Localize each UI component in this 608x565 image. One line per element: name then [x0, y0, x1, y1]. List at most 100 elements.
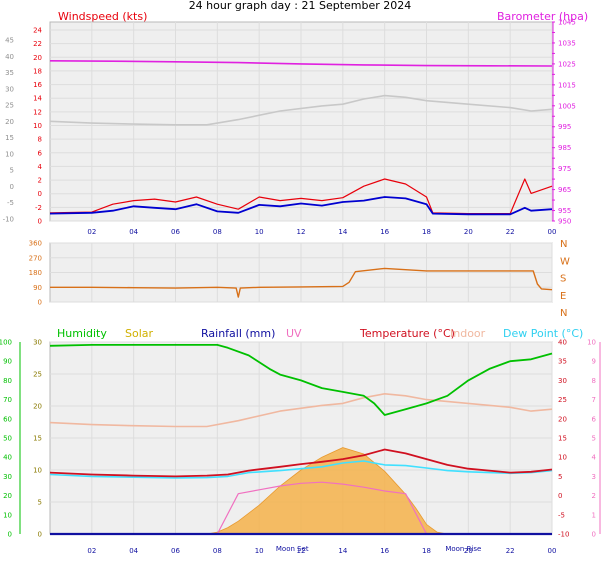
windspeed-tick-label: 0	[38, 190, 42, 198]
uv-tick-label: 0	[592, 531, 596, 539]
outer-tick-label: 45	[5, 37, 14, 45]
bottom-time-label: 00	[548, 547, 557, 555]
top-time-label: 14	[338, 228, 347, 236]
humidity-tick-label: 100	[0, 339, 12, 347]
top-time-label: 00	[548, 228, 557, 236]
humidity-tick-label: 90	[3, 358, 12, 366]
temperature-tick-label: 10	[558, 454, 567, 462]
barometer-line	[49, 60, 553, 67]
temperature-tick-label: -10	[558, 531, 569, 539]
outer-tick-label: 10	[5, 150, 14, 158]
rainfall-header: Rainfall (mm)	[201, 327, 275, 340]
solar-tick-label: 0	[38, 531, 42, 539]
compass-label: N	[560, 239, 567, 250]
top-time-label: 18	[422, 228, 431, 236]
barometer-tick-label: 1045	[558, 19, 576, 27]
outer-tick-label: 40	[5, 53, 14, 61]
graph-title: 24 hour graph day : 21 September 2024	[189, 0, 412, 12]
windspeed-tick-label: 22	[33, 40, 42, 48]
bottom-time-label: 04	[129, 547, 138, 555]
bottom-time-label: 20	[464, 547, 473, 555]
solar-header: Solar	[125, 327, 154, 340]
outer-tick-label: 0	[10, 183, 14, 191]
windspeed-tick-label: 8	[38, 136, 42, 144]
uv-tick-label: 9	[592, 358, 596, 366]
outer-tick-label: 30	[5, 85, 14, 93]
compass-label: W	[560, 256, 570, 267]
temperature-tick-label: 35	[558, 358, 567, 366]
outer-tick-label: -10	[3, 216, 14, 224]
dewpoint-line	[49, 460, 553, 479]
humidity-tick-label: 10	[3, 511, 12, 519]
bottom-time-label: 16	[380, 547, 389, 555]
humidity-tick-label: 50	[3, 435, 12, 443]
bottom-time-label: 08	[213, 547, 222, 555]
solar-tick-label: 10	[33, 467, 42, 475]
windspeed-tick-label: 20	[33, 54, 42, 62]
outer-tick-label: 35	[5, 69, 14, 77]
temperature-tick-label: 15	[558, 435, 567, 443]
outer-tick-label: 5	[10, 167, 14, 175]
temperature-tick-label: 30	[558, 377, 567, 385]
barometer-tick-label: 995	[558, 123, 571, 131]
compass-label: S	[560, 274, 566, 285]
barometer-tick-label: 955	[558, 207, 571, 215]
uv-line	[50, 481, 552, 535]
humidity-tick-label: 0	[8, 531, 12, 539]
humidity-tick-label: 60	[3, 415, 12, 423]
windspeed-header: Windspeed (kts)	[58, 10, 147, 23]
top-time-label: 12	[297, 228, 306, 236]
uv-header: UV	[286, 327, 302, 340]
top-time-label: 06	[171, 228, 180, 236]
uv-tick-label: 10	[587, 339, 596, 347]
temperature-tick-label: 5	[558, 473, 562, 481]
barometer-tick-label: 950	[558, 218, 571, 226]
humidity-tick-label: 70	[3, 396, 12, 404]
indoor-trace-panel-1	[49, 94, 553, 126]
temperature-tick-label: 20	[558, 415, 567, 423]
humidity-tick-label: 40	[3, 454, 12, 462]
humidity-line	[49, 343, 553, 416]
uv-tick-label: 7	[592, 396, 596, 404]
top-time-label: 04	[129, 228, 138, 236]
uv-tick-label: 6	[592, 415, 597, 423]
barometer-tick-label: 975	[558, 165, 571, 173]
outer-tick-label: -5	[7, 199, 14, 207]
temperature-tick-label: 0	[558, 492, 562, 500]
uv-tick-label: 3	[592, 473, 596, 481]
temperature-tick-label: -5	[558, 511, 565, 519]
direction-degree-label: 360	[29, 240, 42, 248]
uv-tick-label: 4	[592, 454, 597, 462]
windspeed-tick-label: 14	[33, 95, 42, 103]
chart-layer: 0202040406060808101012121414161618182020…	[0, 19, 601, 555]
windspeed-tick-label: 16	[33, 81, 42, 89]
uv-tick-label: 5	[592, 435, 596, 443]
barometer-tick-label: 1005	[558, 102, 576, 110]
solar-tick-label: 25	[33, 371, 42, 379]
top-time-label: 20	[464, 228, 473, 236]
windspeed-line	[49, 196, 553, 216]
windspeed-tick-label: -2	[35, 204, 42, 212]
moon-rise-label: Moon Rise	[445, 545, 481, 553]
humidity-tick-label: 20	[3, 492, 12, 500]
solar-tick-label: 30	[33, 339, 42, 347]
solar-tick-label: 20	[33, 403, 42, 411]
bottom-time-label: 18	[422, 547, 431, 555]
temperature-header: Temperature (°C)	[359, 327, 455, 340]
top-time-label: 08	[213, 228, 222, 236]
windspeed-tick-label: 6	[38, 149, 43, 157]
barometer-tick-label: 1025	[558, 60, 576, 68]
solar-tick-label: 15	[33, 435, 42, 443]
outer-tick-label: 20	[5, 118, 14, 126]
temperature-tick-label: 25	[558, 396, 567, 404]
dewpoint-header: Dew Point (°C)	[503, 327, 583, 340]
uv-tick-label: 2	[592, 492, 596, 500]
humidity-tick-label: 80	[3, 377, 12, 385]
top-time-label: 10	[255, 228, 264, 236]
windspeed-tick-label: 18	[33, 67, 42, 75]
solar-tick-label: 5	[38, 499, 42, 507]
direction-degree-label: 270	[29, 254, 42, 262]
barometer-tick-label: 1015	[558, 81, 576, 89]
